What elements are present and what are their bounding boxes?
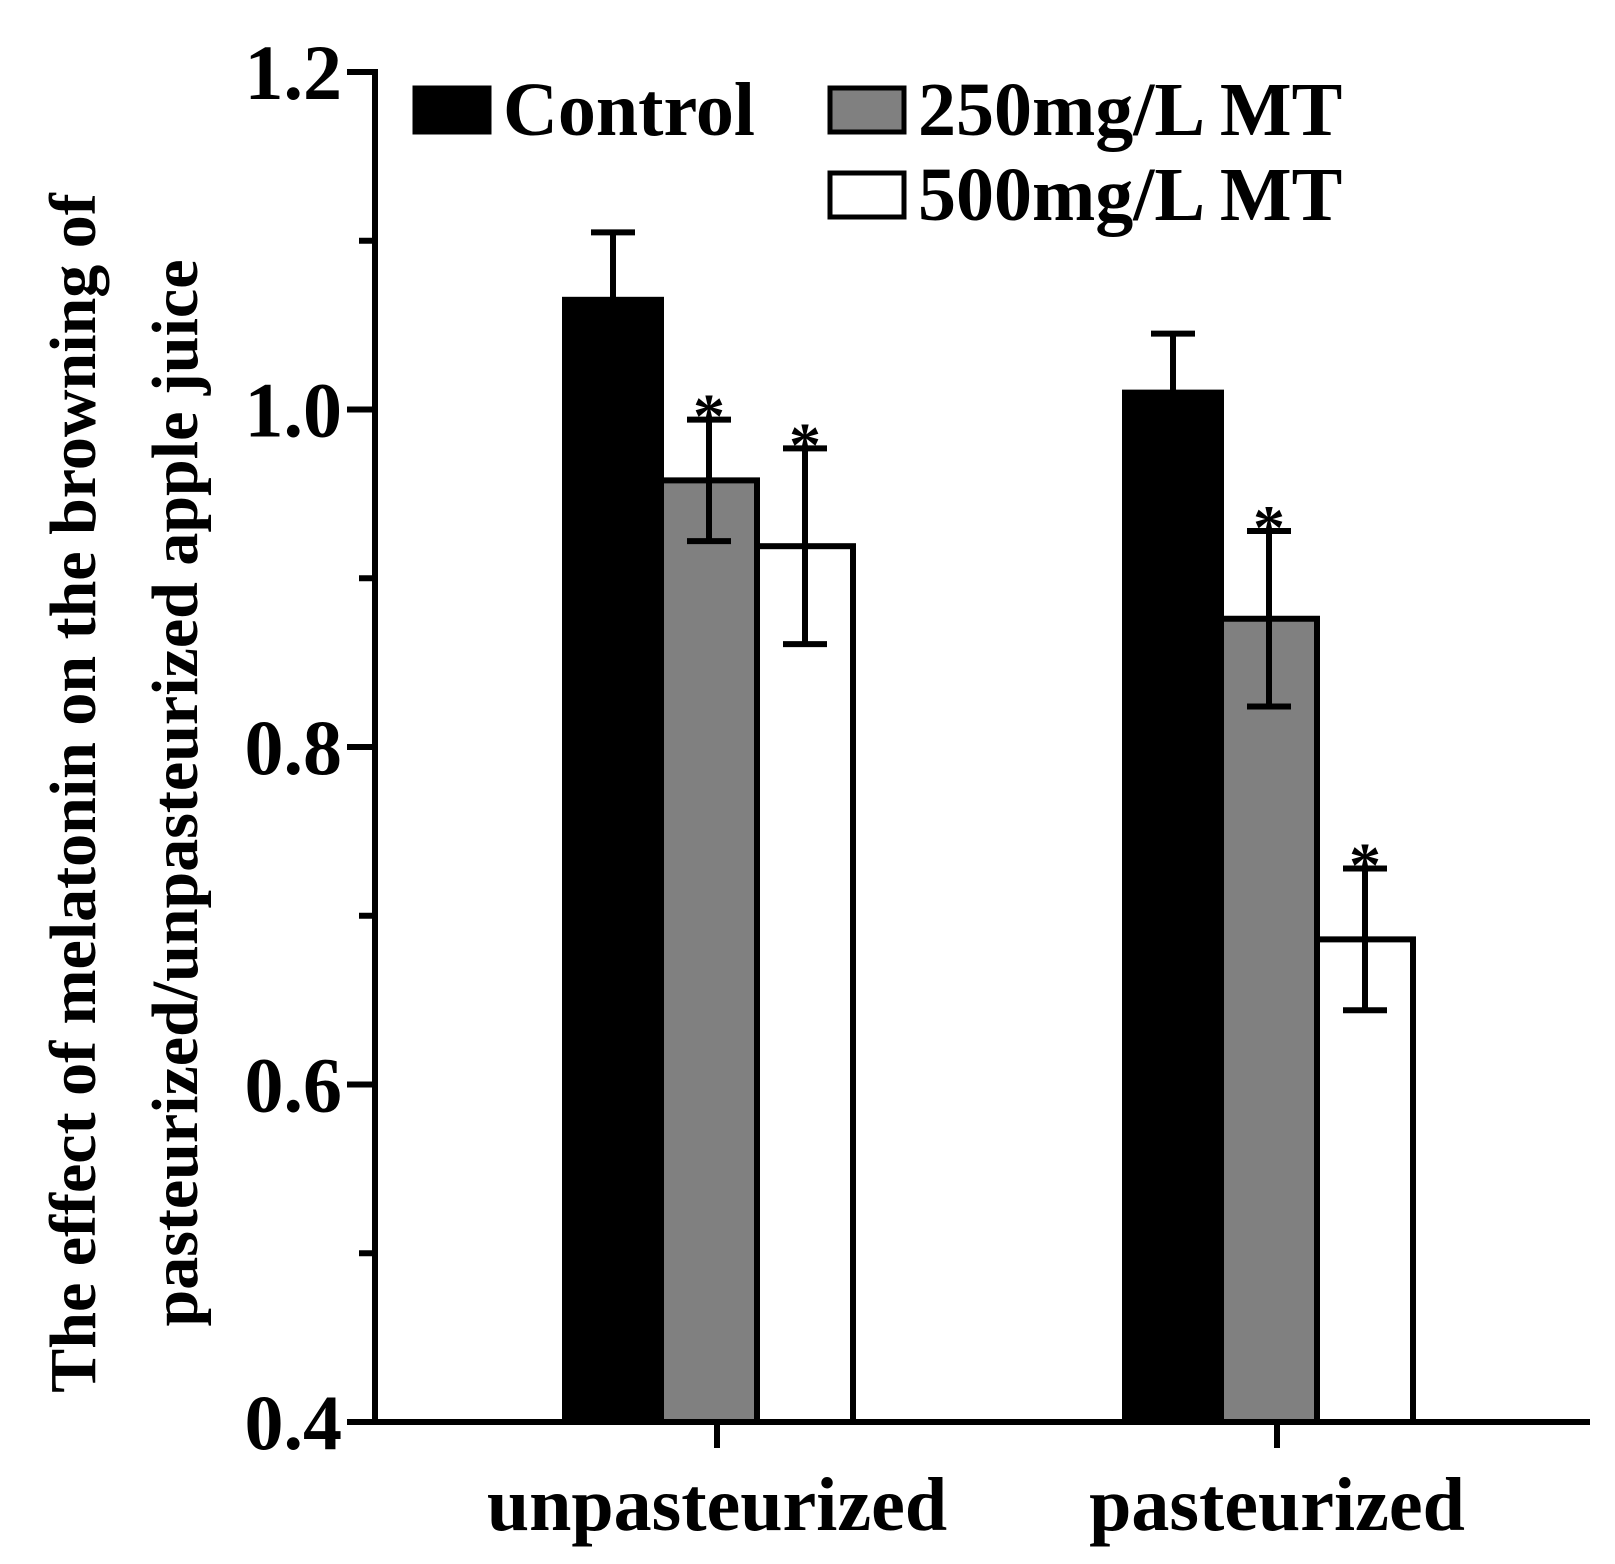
- bar-500mg-l-mt-unpasteurized: [754, 543, 856, 1425]
- legend-item-250mg-l-mt: 250mg/L MT: [827, 68, 1342, 152]
- bar-250mg-l-mt-pasteurized: [1218, 615, 1320, 1425]
- y-axis-title-line-1: The effect of melatonin on the browning …: [37, 192, 110, 1393]
- legend-swatch-250mg-l-mt: [827, 85, 907, 135]
- error-bar-250mg-l-mt-pasteurized: [1247, 528, 1291, 710]
- legend-label-500mg-l-mt: 500mg/L MT: [918, 153, 1342, 237]
- error-bar-500mg-l-mt-unpasteurized: [783, 445, 827, 648]
- bar-250mg-l-mt-unpasteurized: [658, 477, 760, 1425]
- error-bar-500mg-l-mt-pasteurized: [1343, 865, 1387, 1014]
- legend-swatch-control: [412, 85, 492, 135]
- y-tick-label: 0.4: [245, 1379, 343, 1466]
- error-bar-control-pasteurized: [1151, 330, 1195, 455]
- y-axis-title: The effect of melatonin on the browning …: [37, 192, 212, 1393]
- legend-label-control: Control: [503, 68, 755, 152]
- bars: [562, 296, 1416, 1425]
- x-tick-label-pasteurized: pasteurized: [1089, 1463, 1465, 1547]
- y-axis-ticks: 0.4 0.6 0.8 1.0 1.2: [245, 29, 375, 1466]
- significance-star-500mg-l-mt-unpasteurized: *: [789, 409, 821, 480]
- bar-control-pasteurized: [1122, 389, 1224, 1425]
- x-axis-categories: unpasteurized pasteurized: [487, 1422, 1465, 1547]
- significance-star-250mg-l-mt-pasteurized: *: [1253, 492, 1285, 563]
- bar-500mg-l-mt-pasteurized: [1314, 936, 1416, 1425]
- y-tick-label: 1.0: [245, 367, 343, 454]
- error-bar-250mg-l-mt-unpasteurized: [687, 416, 731, 545]
- significance-star-250mg-l-mt-unpasteurized: *: [693, 381, 725, 452]
- legend-item-control: Control: [412, 68, 755, 152]
- legend-label-250mg-l-mt: 250mg/L MT: [918, 68, 1342, 152]
- legend-item-500mg-l-mt: 500mg/L MT: [827, 153, 1342, 237]
- y-tick-label: 1.2: [245, 29, 343, 116]
- y-tick-label: 0.8: [245, 704, 343, 791]
- bar-control-unpasteurized: [562, 296, 664, 1425]
- x-tick-label-unpasteurized: unpasteurized: [487, 1463, 947, 1547]
- significance-star-500mg-l-mt-pasteurized: *: [1349, 830, 1381, 901]
- error-bar-control-unpasteurized: [591, 229, 635, 371]
- legend-swatch-500mg-l-mt: [827, 170, 907, 220]
- error-bars: * * * *: [591, 229, 1387, 1014]
- y-axis-title-line-2: pasteurized/unpasteurized apple juice: [139, 260, 212, 1327]
- y-tick-label: 0.6: [245, 1042, 343, 1129]
